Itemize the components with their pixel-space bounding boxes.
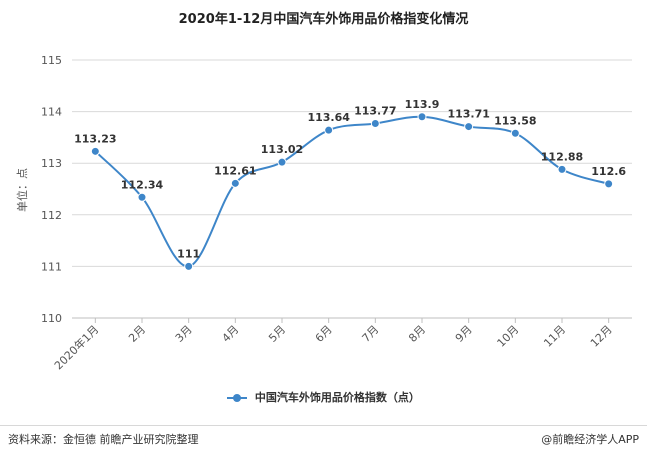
x-tick-label: 11月	[541, 323, 568, 350]
source-text: 资料来源：金恒德 前瞻产业研究院整理	[8, 433, 199, 446]
x-tick-label: 12月	[588, 323, 615, 350]
data-point	[464, 122, 474, 132]
data-label: 112.88	[541, 150, 583, 163]
x-tick-label: 6月	[313, 323, 335, 345]
y-tick-label: 110	[41, 312, 62, 325]
y-tick-label: 114	[41, 106, 62, 119]
footer: 资料来源：金恒德 前瞻产业研究院整理 @前瞻经济学人APP	[0, 425, 647, 454]
x-tick-label: 5月	[266, 323, 288, 345]
chart-title: 2020年1-12月中国汽车外饰用品价格指变化情况	[178, 12, 469, 27]
data-point	[557, 164, 567, 174]
y-tick-label: 115	[41, 54, 62, 67]
x-tick-label: 9月	[453, 323, 475, 345]
data-label: 113.64	[307, 111, 350, 124]
data-point	[510, 128, 520, 138]
x-tick-label: 7月	[360, 323, 382, 345]
chart-legend: 中国汽车外饰用品价格指数（点）	[0, 389, 647, 405]
data-point	[417, 112, 427, 122]
x-tick-label: 8月	[406, 323, 428, 345]
x-tick-label: 10月	[495, 323, 522, 350]
data-point	[324, 125, 334, 135]
data-label: 113.9	[405, 98, 440, 111]
data-label: 113.71	[447, 108, 489, 121]
data-point	[230, 178, 240, 188]
brand-text: @前瞻经济学人APP	[541, 433, 639, 446]
data-label: 112.6	[591, 165, 626, 178]
x-tick-label: 2月	[126, 323, 148, 345]
data-label: 112.34	[121, 178, 164, 191]
series-line	[94, 115, 609, 268]
data-label: 113.23	[74, 132, 116, 145]
data-label: 113.02	[261, 143, 303, 156]
data-label: 111	[177, 247, 200, 260]
data-point	[90, 146, 100, 156]
x-tick-label: 2020年1月	[51, 322, 101, 372]
data-label: 113.58	[494, 114, 536, 127]
y-tick-label: 112	[41, 209, 62, 222]
y-axis-label: 单位：点	[15, 168, 29, 212]
y-tick-label: 113	[41, 157, 62, 170]
data-point	[184, 261, 194, 271]
data-label: 113.77	[354, 104, 396, 117]
data-point	[604, 179, 614, 189]
legend-marker	[227, 393, 248, 403]
data-point	[277, 157, 287, 167]
y-tick-label: 111	[41, 260, 62, 273]
x-tick-label: 4月	[220, 323, 242, 345]
legend-label: 中国汽车外饰用品价格指数（点）	[254, 391, 420, 404]
data-point	[370, 118, 380, 128]
x-tick-label: 3月	[173, 323, 195, 345]
data-point	[137, 192, 147, 202]
line-chart: 110 111 112 113 114 115 2020年1月 2月 3月 4月 5月 6月 7月 8月…	[15, 54, 632, 372]
data-label: 112.61	[214, 164, 256, 177]
